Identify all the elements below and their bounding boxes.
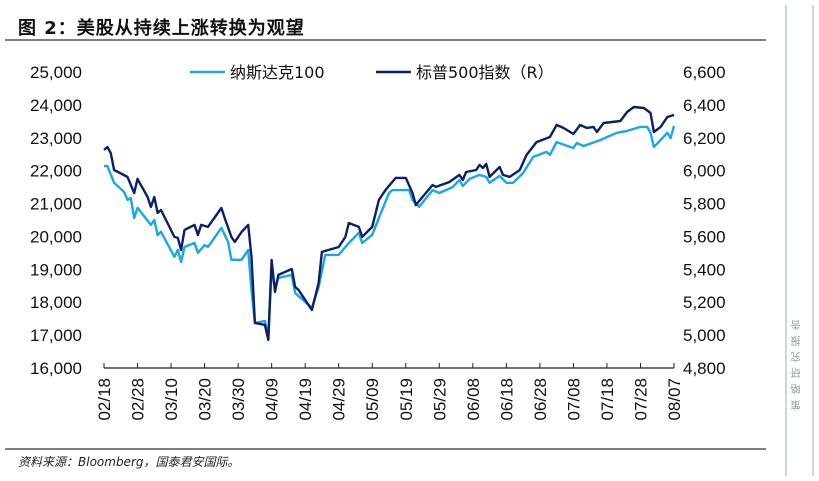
x-tick-label: 05/09: [363, 378, 382, 421]
y-left-tick-label: 17,000: [30, 326, 82, 345]
x-tick-label: 08/07: [665, 378, 684, 421]
x-tick-label: 06/08: [464, 378, 483, 421]
y-left-tick-label: 21,000: [30, 195, 82, 214]
series-line-nasdaq100: [104, 125, 676, 339]
x-tick-label: 06/28: [531, 378, 550, 421]
x-tick-label: 03/30: [229, 378, 248, 421]
x-tick-label: 07/28: [631, 378, 650, 421]
x-tick-label: 02/28: [129, 378, 148, 421]
y-right-tick-label: 5,200: [683, 293, 726, 312]
legend-label-nasdaq: 纳斯达克100: [230, 63, 325, 82]
x-tick-label: 04/09: [263, 378, 282, 421]
y-right-tick-label: 5,600: [683, 227, 726, 246]
y-left-tick-label: 19,000: [30, 260, 82, 279]
x-tick-label: 05/19: [397, 378, 416, 421]
x-tick-label: 03/10: [162, 378, 181, 421]
x-tick-label: 07/18: [598, 378, 617, 421]
y-left-tick-label: 23,000: [30, 129, 82, 148]
y-left-tick-label: 24,000: [30, 96, 82, 115]
legend-label-sp500: 标普500指数（R）: [416, 63, 554, 82]
y-left-tick-label: 16,000: [30, 359, 82, 378]
y-right-tick-label: 5,000: [683, 326, 726, 345]
y-left-tick-label: 18,000: [30, 293, 82, 312]
y-right-tick-label: 6,400: [683, 96, 726, 115]
series-line-sp500: [103, 105, 675, 342]
x-tick-label: 04/19: [296, 378, 315, 421]
x-tick-label: 03/20: [196, 378, 215, 421]
source-note: 资料来源：Bloomberg，国泰君安国际。: [18, 455, 240, 469]
y-right-tick-label: 5,800: [683, 195, 726, 214]
y-left-tick-label: 25,000: [30, 63, 82, 82]
x-tick-label: 04/29: [330, 378, 349, 421]
y-left-tick-label: 20,000: [30, 227, 82, 246]
figure-title: 图 2：美股从持续上涨转换为观望: [18, 18, 305, 39]
y-right-tick-label: 6,000: [683, 162, 726, 181]
x-tick-label: 07/08: [564, 378, 583, 421]
y-right-tick-label: 4,800: [683, 359, 726, 378]
y-right-tick-label: 6,200: [683, 129, 726, 148]
y-left-tick-label: 22,000: [30, 162, 82, 181]
y-right-tick-label: 5,400: [683, 260, 726, 279]
legend: 纳斯达克100 标普500指数（R）: [190, 63, 554, 82]
y-right-tick-label: 6,600: [683, 63, 726, 82]
side-label: 策略研究报告: [792, 314, 803, 410]
x-tick-label: 06/18: [497, 378, 516, 421]
x-tick-label: 05/29: [430, 378, 449, 421]
x-tick-label: 02/18: [95, 378, 114, 421]
